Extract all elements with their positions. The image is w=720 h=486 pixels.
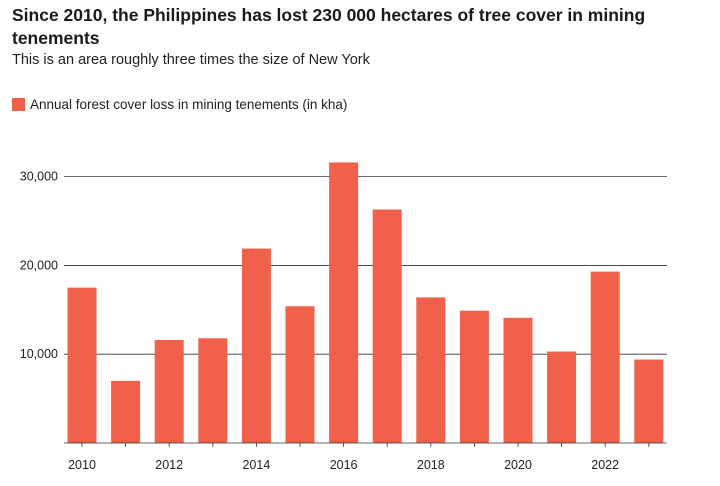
bar	[198, 338, 228, 443]
x-tick-label: 2016	[330, 458, 358, 472]
bar	[329, 162, 359, 443]
bar	[241, 248, 271, 443]
chart-subtitle: This is an area roughly three times the …	[12, 52, 370, 68]
bar	[285, 306, 315, 443]
legend-swatch	[12, 98, 25, 111]
bar	[111, 380, 141, 443]
bar	[372, 209, 402, 443]
chart-title: Since 2010, the Philippines has lost 230…	[12, 5, 646, 48]
x-tick-label: 2018	[417, 458, 445, 472]
bar	[67, 287, 97, 443]
x-tick-label: 2014	[242, 458, 270, 472]
legend-label: Annual forest cover loss in mining tenem…	[30, 97, 348, 112]
y-tick-label: 30,000	[20, 170, 58, 184]
x-tick-label: 2022	[591, 458, 619, 472]
bar	[634, 359, 664, 443]
x-tick-label: 2010	[68, 458, 96, 472]
y-tick-label: 10,000	[20, 347, 58, 361]
bar	[459, 310, 489, 443]
bar	[590, 271, 620, 443]
bar	[503, 317, 533, 443]
bar	[416, 297, 446, 443]
x-tick-label: 2012	[155, 458, 183, 472]
bar	[154, 340, 184, 443]
legend: Annual forest cover loss in mining tenem…	[12, 97, 347, 112]
y-tick-label: 20,000	[20, 258, 58, 272]
x-tick-label: 2020	[504, 458, 532, 472]
bar	[547, 351, 577, 443]
